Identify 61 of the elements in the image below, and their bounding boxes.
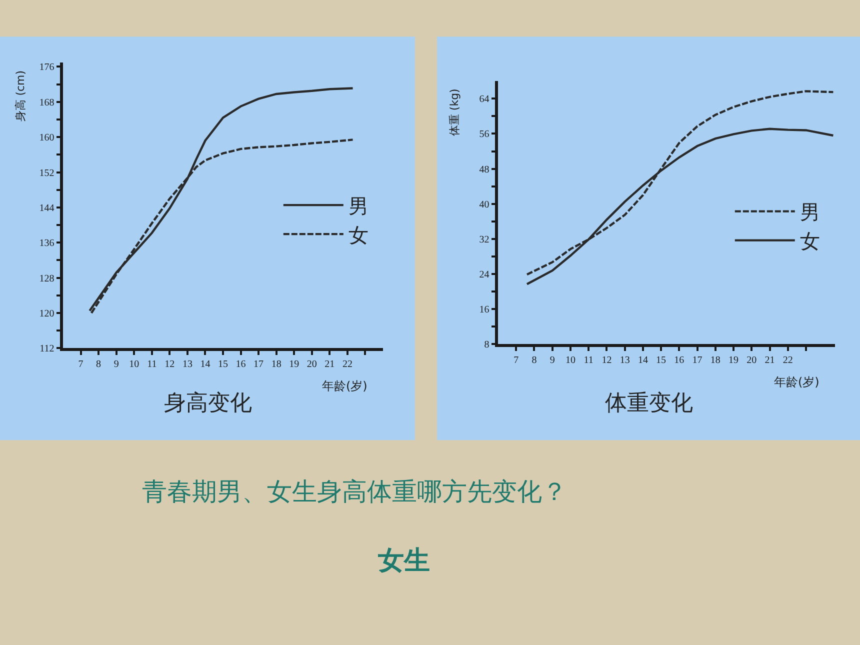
- x-tick-label: 18: [271, 358, 282, 370]
- y-tick-label: 128: [39, 273, 54, 284]
- x-tick-label: 15: [218, 358, 228, 370]
- x-tick-label: 21: [764, 354, 775, 366]
- x-tick-label: 12: [602, 354, 612, 366]
- x-tick-label: 8: [532, 354, 537, 366]
- x-axis-title: 年龄(岁): [774, 375, 820, 389]
- y-tick-label: 8: [484, 340, 490, 351]
- x-tick-label: 14: [638, 354, 648, 366]
- x-tick-label: 9: [550, 354, 555, 366]
- y-tick-label: 168: [39, 97, 54, 108]
- y-tick-label: 176: [39, 62, 54, 74]
- legend-label: 男: [348, 194, 368, 218]
- x-tick-label: 9: [114, 358, 119, 370]
- x-tick-label: 18: [710, 354, 720, 366]
- y-tick-label: 32: [479, 234, 490, 246]
- text: 女生: [377, 546, 430, 576]
- x-tick-label: 21: [324, 358, 335, 370]
- y-tick-label: 112: [40, 344, 54, 355]
- text: 身高变化: [164, 391, 252, 416]
- y-tick-label: 48: [479, 164, 490, 176]
- x-tick-label: 10: [565, 354, 576, 366]
- y-tick-label: 56: [479, 129, 490, 140]
- x-tick-label: 17: [254, 358, 264, 370]
- x-tick-label: 17: [692, 354, 702, 366]
- y-tick-label: 144: [39, 202, 54, 214]
- x-tick-label: 8: [96, 358, 102, 370]
- x-tick-label: 22: [782, 354, 793, 366]
- x-tick-label: 20: [306, 358, 317, 370]
- x-tick-label: 19: [728, 354, 739, 366]
- x-tick-label: 16: [236, 358, 246, 370]
- x-tick-label: 14: [200, 358, 210, 370]
- y-tick-label: 136: [39, 238, 54, 250]
- y-axis-title: 身高 (cm): [14, 70, 27, 122]
- x-tick-label: 7: [514, 354, 519, 366]
- y-tick-label: 120: [39, 308, 54, 320]
- x-tick-label: 15: [656, 354, 666, 366]
- text: 体重变化: [605, 391, 693, 416]
- y-tick-label: 16: [479, 304, 490, 316]
- x-tick-label: 19: [289, 358, 300, 370]
- y-tick-label: 40: [479, 199, 490, 210]
- legend-label: 女: [348, 222, 368, 247]
- y-tick-label: 152: [39, 168, 54, 179]
- x-tick-label: 13: [182, 358, 192, 370]
- x-tick-label: 11: [147, 358, 157, 370]
- x-tick-label: 16: [674, 354, 684, 366]
- y-tick-label: 24: [479, 270, 490, 281]
- y-tick-label: 160: [39, 132, 54, 144]
- x-tick-label: 22: [342, 358, 352, 370]
- legend-label: 女: [800, 229, 820, 254]
- x-tick-label: 10: [129, 358, 140, 370]
- y-tick-label: 64: [479, 94, 490, 106]
- y-axis-title: 体重 (kg): [448, 88, 462, 136]
- legend-label: 男: [800, 200, 820, 224]
- x-axis-title: 年龄(岁): [322, 379, 368, 393]
- x-tick-label: 20: [746, 354, 757, 366]
- x-tick-label: 13: [620, 354, 630, 366]
- x-tick-label: 12: [164, 358, 175, 370]
- x-tick-label: 11: [584, 354, 594, 366]
- text: 青春期男、女生身高体重哪方先变化？: [142, 478, 567, 506]
- x-tick-label: 7: [78, 358, 84, 370]
